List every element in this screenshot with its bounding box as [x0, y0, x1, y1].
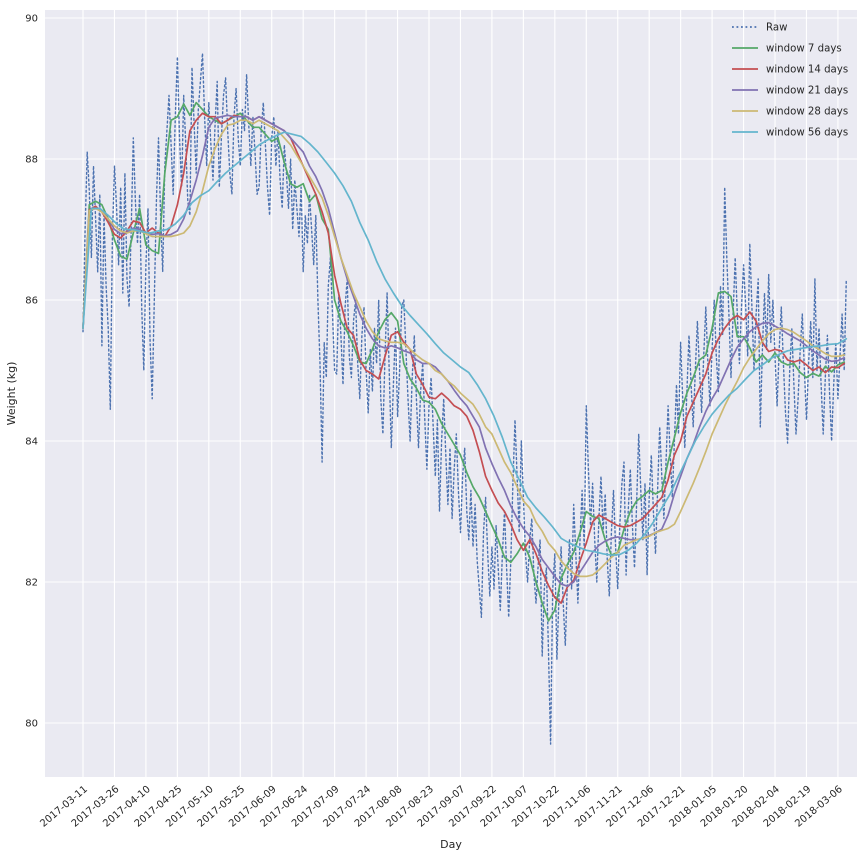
legend: Raw window 7 days window 14 days window 21 …: [732, 23, 848, 139]
y-tick-label: 82: [25, 578, 38, 589]
y-tick-label: 90: [25, 14, 38, 25]
y-axis-label: Weight (kg): [5, 362, 18, 426]
series-raw: [82, 52, 847, 745]
series-window-28-days: [82, 119, 846, 578]
legend-label: window 7 days: [766, 44, 842, 55]
legend-label: window 56 days: [766, 128, 848, 139]
series-window-14-days: [82, 112, 846, 604]
legend-label: Raw: [766, 23, 787, 34]
legend-label: window 28 days: [766, 107, 848, 118]
y-tick-label: 86: [25, 296, 38, 307]
series-window-21-days: [82, 114, 846, 588]
series-lines: [82, 52, 848, 745]
legend-label: window 21 days: [766, 86, 848, 97]
y-axis-ticks: 80 82 84 86 88 90: [25, 14, 38, 730]
y-tick-label: 80: [25, 719, 38, 730]
legend-label: window 14 days: [766, 65, 848, 76]
y-tick-label: 88: [25, 155, 38, 166]
y-tick-label: 84: [25, 437, 38, 448]
gridlines: [45, 10, 857, 777]
plot-area: [45, 10, 857, 777]
x-axis-label: Day: [440, 838, 462, 851]
series-window-56-days: [82, 131, 848, 557]
